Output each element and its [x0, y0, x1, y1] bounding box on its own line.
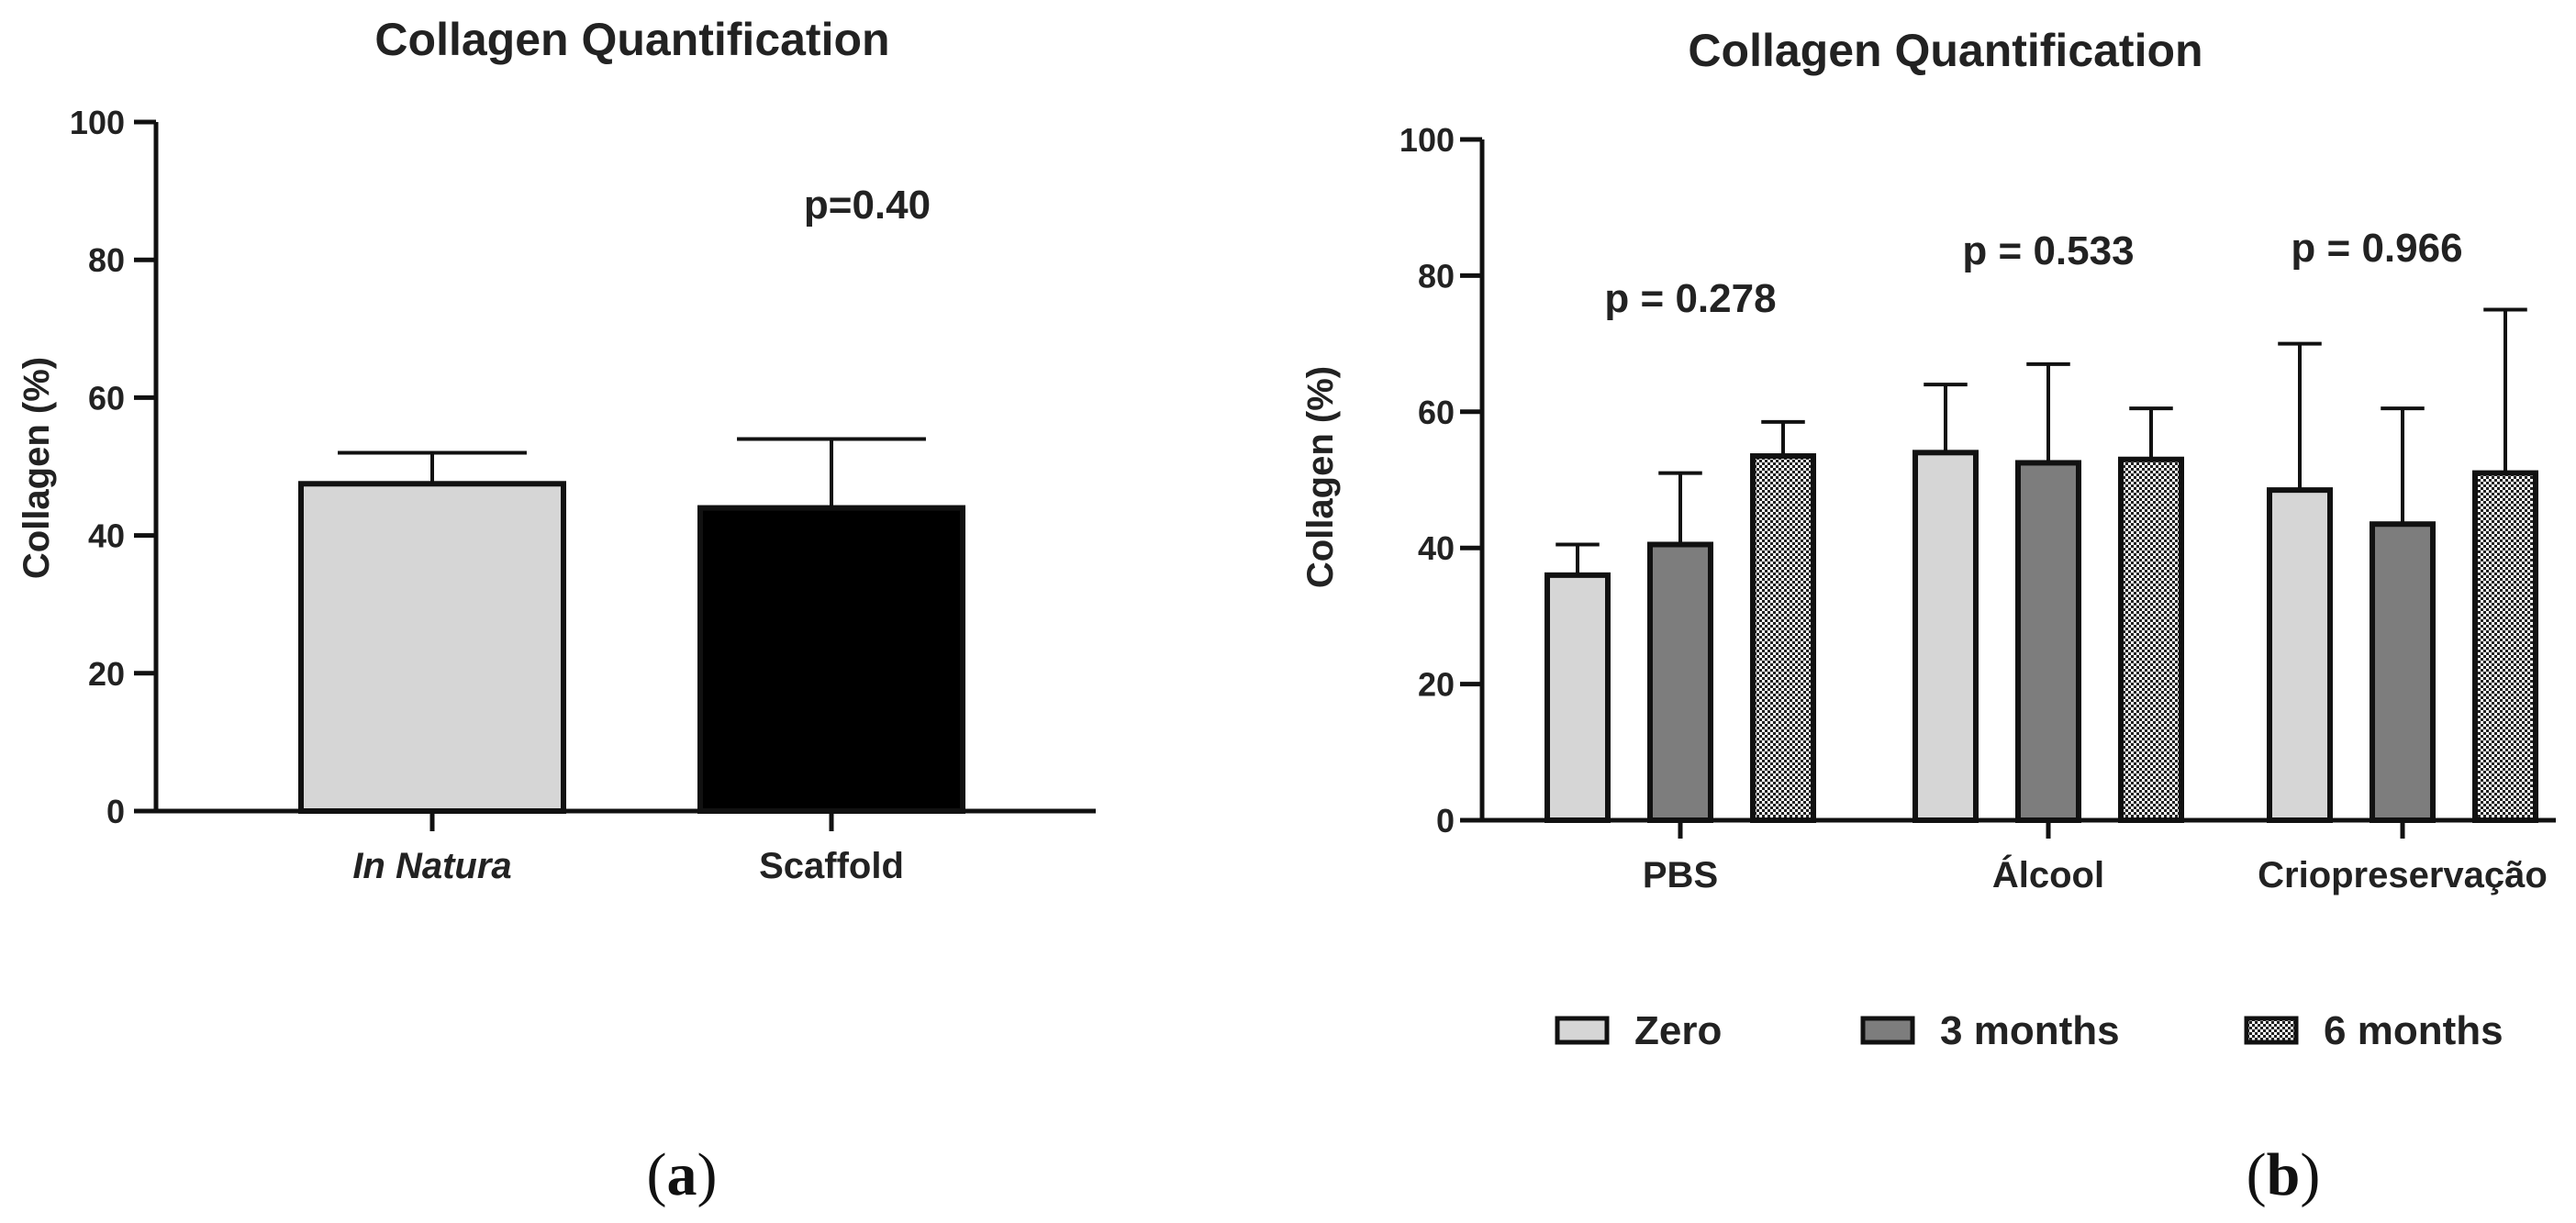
- chart-b-p-value-pbs: p = 0.278: [1604, 276, 1776, 321]
- y-tick-label: 100: [70, 104, 125, 141]
- legend-label: 6 months: [2324, 1008, 2504, 1053]
- y-tick-label: 0: [106, 793, 125, 830]
- chart-a-x-ticks: In Natura Scaffold: [352, 811, 904, 886]
- bar-6-months: [2472, 470, 2538, 824]
- y-tick-label: 0: [1436, 802, 1455, 839]
- bar-6-months: [2118, 456, 2184, 823]
- bar-zero: [1544, 572, 1611, 823]
- legend-swatch-zero: [1555, 1016, 1610, 1045]
- x-tick-label: In Natura: [352, 846, 511, 886]
- legend-swatch-6-months: [2244, 1016, 2299, 1045]
- y-tick-label: 20: [88, 655, 125, 693]
- chart-a-bars: [298, 437, 965, 815]
- chart-a-p-value: p=0.40: [804, 183, 931, 228]
- chart-a-y-ticks: 0 20 40 60 80 100: [70, 104, 156, 830]
- panel-label-b: (b): [2247, 1141, 2321, 1208]
- x-tick-label: PBS: [1643, 855, 1718, 895]
- legend-label: 3 months: [1940, 1008, 2120, 1053]
- legend-swatch-3-months: [1860, 1016, 1915, 1045]
- y-tick-label: 100: [1400, 121, 1455, 159]
- x-tick-label: Álcool: [1992, 854, 2104, 895]
- bar-3-months: [2370, 521, 2436, 823]
- chart-b-x-ticks: PBS Álcool Criopreservação: [1643, 820, 2548, 895]
- chart-b-bars: [1544, 307, 2538, 824]
- y-tick-label: 60: [1418, 394, 1455, 431]
- bar-in-natura: [298, 481, 566, 815]
- chart-b-legend: Zero 3 months 6 months: [1555, 1008, 2504, 1053]
- y-tick-label: 20: [1418, 666, 1455, 704]
- chart-b-p-value-criopreservacao: p = 0.966: [2291, 226, 2462, 271]
- bar-3-months: [2015, 460, 2081, 823]
- y-tick-label: 40: [88, 517, 125, 555]
- y-tick-label: 40: [1418, 529, 1455, 567]
- panel-label-a: (a): [647, 1141, 718, 1208]
- bar-scaffold: [697, 505, 965, 814]
- chart-b: Collagen Quantification Collagen (%) 0 20…: [1300, 25, 2556, 1208]
- y-tick-label: 60: [88, 379, 125, 417]
- bar-zero: [1912, 450, 1979, 823]
- x-tick-label: Scaffold: [759, 846, 904, 886]
- chart-b-y-axis-label: Collagen (%): [1300, 366, 1341, 588]
- chart-b-p-value-alcool: p = 0.533: [1962, 228, 2134, 273]
- bar-zero: [2267, 487, 2333, 823]
- chart-a: Collagen Quantification Collagen (%) 0 20…: [17, 14, 1096, 1208]
- bar-3-months: [1647, 541, 1713, 823]
- y-tick-label: 80: [1418, 257, 1455, 295]
- chart-b-y-ticks: 0 20 40 60 80 100: [1400, 121, 1482, 839]
- legend-label: Zero: [1634, 1008, 1722, 1053]
- y-tick-label: 80: [88, 241, 125, 279]
- x-tick-label: Criopreservação: [2258, 855, 2548, 895]
- chart-a-title: Collagen Quantification: [374, 14, 889, 65]
- bar-6-months: [1750, 453, 1816, 823]
- chart-b-title: Collagen Quantification: [1688, 25, 2202, 76]
- chart-a-y-axis-label: Collagen (%): [17, 357, 57, 579]
